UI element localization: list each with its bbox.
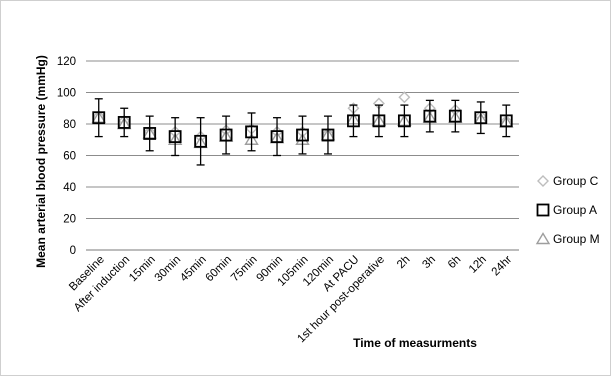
y-axis-title: Mean arterial blood pressure (mmHg) xyxy=(34,55,48,268)
group-a-point xyxy=(194,134,208,148)
x-axis-title: Time of measurments xyxy=(353,336,477,350)
group-a-point xyxy=(372,114,386,128)
x-tick-label: 2h xyxy=(395,254,413,272)
group-a-point xyxy=(245,125,258,139)
legend-marker-group-m xyxy=(535,232,551,245)
y-tick-label: 80 xyxy=(63,119,76,131)
legend-label: Group C xyxy=(553,174,599,188)
y-tick-label: 60 xyxy=(63,151,76,163)
y-tick-label: 100 xyxy=(57,88,76,100)
x-tick-label: 3h xyxy=(420,254,438,272)
group-a-point xyxy=(270,130,284,144)
legend-marker-group-a xyxy=(536,203,550,217)
group-a-point xyxy=(168,130,182,144)
x-tick-label: 6h xyxy=(446,254,464,272)
group-a-point xyxy=(423,109,437,123)
y-tick-label: 20 xyxy=(63,214,76,226)
group-a-point xyxy=(117,116,131,129)
x-tick-label: 45min xyxy=(178,254,209,285)
x-tick-label: 60min xyxy=(204,254,235,285)
group-a-point xyxy=(92,111,106,125)
legend-marker-group-c xyxy=(537,175,549,187)
group-a-point xyxy=(474,111,488,125)
group-a-point xyxy=(499,114,513,128)
group-a-point xyxy=(143,127,157,140)
group-a-point xyxy=(397,114,411,128)
group-a-point xyxy=(219,128,233,142)
x-tick-label: 30min xyxy=(153,254,184,285)
y-tick-label: 120 xyxy=(57,56,76,68)
x-tick-label: 24hr xyxy=(490,254,515,279)
x-tick-label: 12h xyxy=(467,254,489,276)
legend-label: Group M xyxy=(553,232,600,246)
group-a-point xyxy=(347,114,360,128)
x-tick-label: 75min xyxy=(229,254,260,285)
group-a-point xyxy=(296,128,309,142)
group-a-point xyxy=(321,128,335,142)
x-tick-label: 15min xyxy=(127,254,158,285)
group-a-point xyxy=(448,109,462,123)
group-c-point xyxy=(398,91,411,104)
legend-label: Group A xyxy=(553,203,597,217)
y-tick-label: 0 xyxy=(70,245,76,257)
y-tick-label: 40 xyxy=(63,182,76,194)
